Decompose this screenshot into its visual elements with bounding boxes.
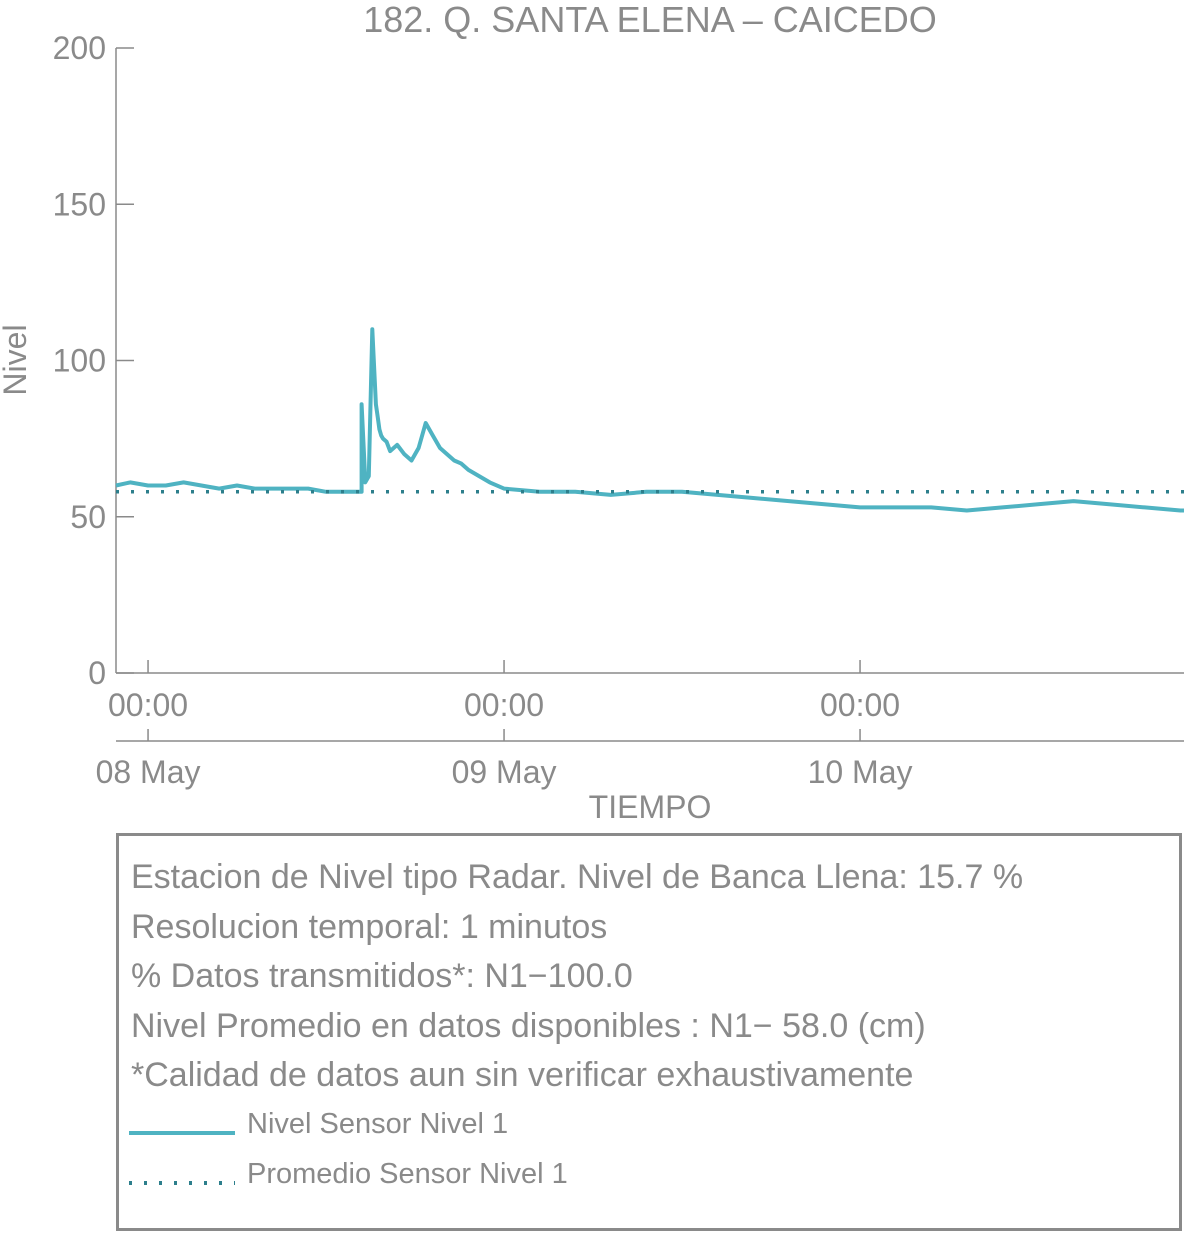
y-tick-label: 200 xyxy=(53,30,106,66)
info-line-transmitted: % Datos transmitidos*: N1−100.0 xyxy=(131,957,633,995)
info-line-resolution: Resolucion temporal: 1 minutos xyxy=(131,908,608,946)
chart: 182. Q. SANTA ELENA – CAICEDO Nivel 0 50 1… xyxy=(0,0,1184,825)
info-line-quality: *Calidad de datos aun sin verificar exha… xyxy=(131,1056,914,1094)
y-ticks: 0 50 100 150 200 xyxy=(53,30,134,691)
info-line-average: Nivel Promedio en datos disponibles : N1… xyxy=(131,1007,926,1045)
x-ticks: 00:00 08 May 00:00 09 May 00:00 10 May xyxy=(96,660,913,790)
legend-label-promedio: Promedio Sensor Nivel 1 xyxy=(247,1158,568,1190)
x-tick-time-label: 00:00 xyxy=(820,687,900,723)
y-tick-label: 150 xyxy=(53,186,106,222)
x-tick-time-label: 00:00 xyxy=(464,687,544,723)
legend-label-nivel: Nivel Sensor Nivel 1 xyxy=(247,1108,509,1140)
y-axis-label: Nivel xyxy=(0,324,33,395)
x-axis-label: TIEMPO xyxy=(589,789,712,825)
x-tick-date-label: 08 May xyxy=(96,754,201,790)
x-tick-time-label: 00:00 xyxy=(108,687,188,723)
chart-title: 182. Q. SANTA ELENA – CAICEDO xyxy=(363,0,937,40)
series-group xyxy=(115,327,1184,513)
info-line-station: Estacion de Nivel tipo Radar. Nivel de B… xyxy=(131,858,1024,896)
y-tick-label: 50 xyxy=(70,499,106,535)
series-nivel-line xyxy=(115,327,1184,513)
x-tick-date-label: 09 May xyxy=(452,754,557,790)
y-tick-label: 100 xyxy=(53,343,106,379)
y-tick-label: 0 xyxy=(88,655,106,691)
legend-swatch-promedio xyxy=(129,1181,235,1185)
x-tick-date-label: 10 May xyxy=(808,754,913,790)
info-box: Estacion de Nivel tipo Radar. Nivel de B… xyxy=(116,833,1182,1231)
legend-swatch-nivel xyxy=(129,1131,235,1135)
